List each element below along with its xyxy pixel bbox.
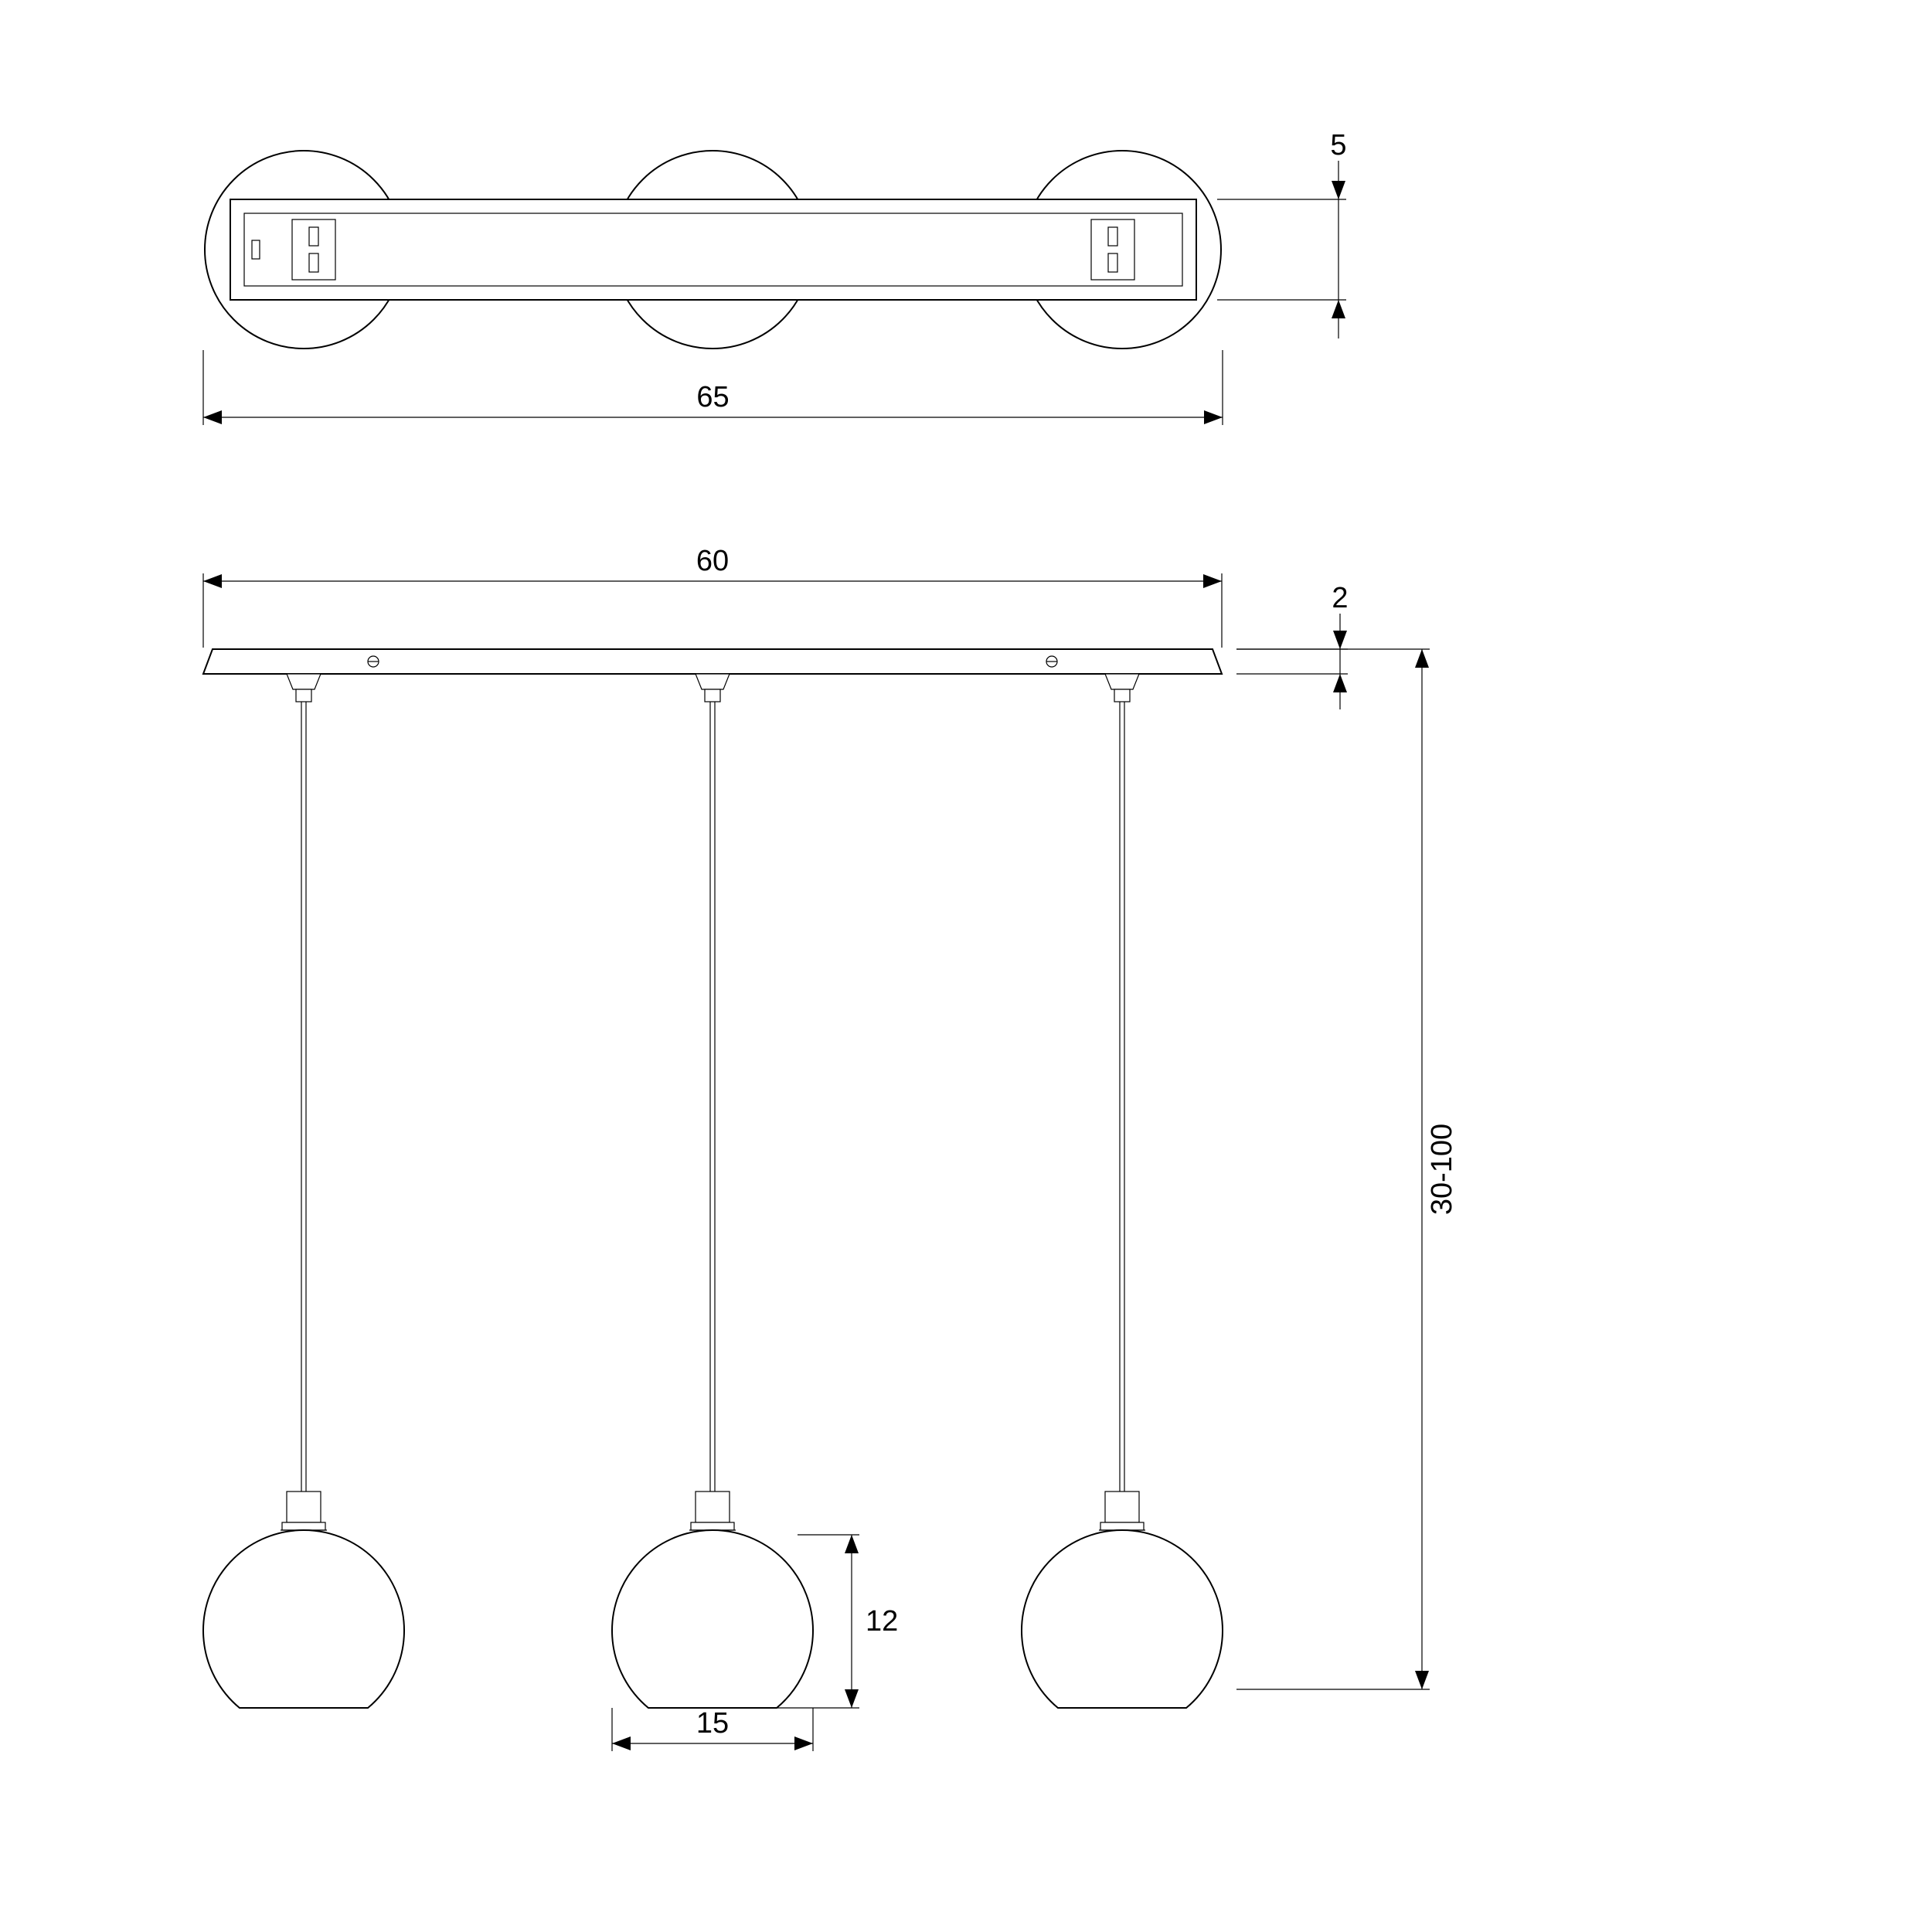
pendant-2 bbox=[1022, 674, 1223, 1708]
shade-0 bbox=[203, 1530, 404, 1708]
dim-plate-width: 60 bbox=[696, 545, 729, 577]
top-canopy-inner bbox=[244, 213, 1182, 286]
dim-shade-width: 15 bbox=[696, 1707, 729, 1740]
top-view bbox=[203, 151, 1346, 425]
shade-2 bbox=[1022, 1530, 1223, 1708]
shade-1 bbox=[612, 1530, 813, 1708]
pendant-0 bbox=[203, 674, 404, 1708]
dim-shade-height: 12 bbox=[866, 1605, 898, 1638]
dim-drop-range: 30-100 bbox=[1426, 1124, 1458, 1215]
dim-plate-thickness: 2 bbox=[1332, 582, 1348, 614]
pendant-1 bbox=[612, 674, 813, 1708]
dim-top-height: 5 bbox=[1330, 129, 1346, 162]
dim-top-width: 65 bbox=[696, 381, 729, 413]
front-view bbox=[203, 573, 1430, 1751]
ceiling-plate bbox=[203, 649, 1222, 674]
